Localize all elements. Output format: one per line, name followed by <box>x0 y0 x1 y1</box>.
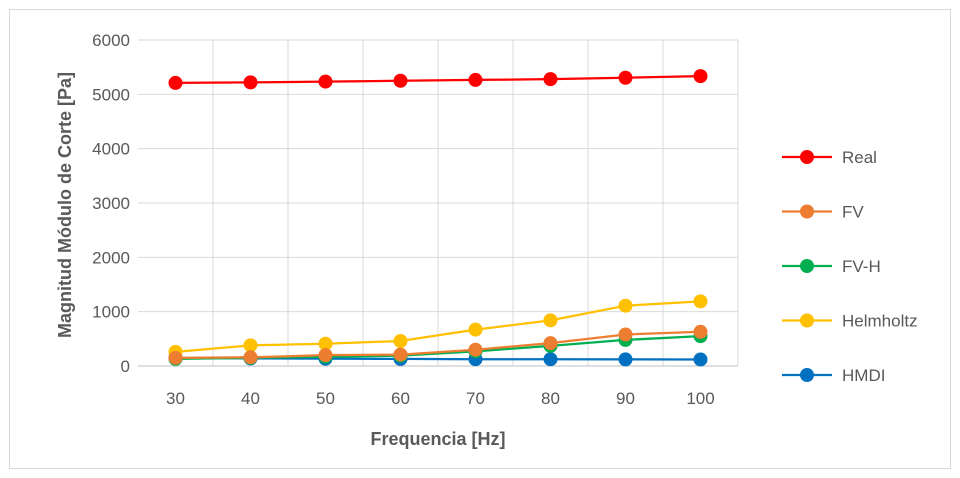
legend-marker <box>800 259 814 273</box>
data-point <box>693 294 708 309</box>
y-tick-label: 5000 <box>92 85 130 104</box>
y-tick-label: 2000 <box>92 248 130 267</box>
x-tick-label: 100 <box>686 389 714 408</box>
data-point <box>543 72 558 87</box>
legend-label: FV-H <box>842 257 881 276</box>
data-point <box>393 347 408 362</box>
y-tick-labels: 0 1000 2000 3000 4000 5000 6000 <box>92 31 130 376</box>
x-tick-label: 50 <box>316 389 335 408</box>
x-tick-label: 30 <box>166 389 185 408</box>
data-point <box>243 350 258 365</box>
data-point <box>318 336 333 351</box>
legend-label: FV <box>842 203 864 222</box>
data-point <box>468 322 483 337</box>
y-axis-title: Magnitud Módulo de Corte [Pa] <box>55 72 75 338</box>
data-point <box>243 338 258 353</box>
data-point <box>618 70 633 85</box>
legend-label: HMDI <box>842 366 885 385</box>
x-tick-label: 40 <box>241 389 260 408</box>
legend-item: Real <box>782 148 877 167</box>
series-layer <box>168 69 708 367</box>
legend-label: Real <box>842 148 877 167</box>
series-line <box>175 300 701 353</box>
data-point <box>168 350 183 365</box>
data-point <box>468 342 483 357</box>
data-point <box>543 313 558 328</box>
data-point <box>318 348 333 363</box>
data-point <box>393 73 408 88</box>
series-line <box>175 75 701 85</box>
series-fv <box>168 324 708 365</box>
x-tick-label: 70 <box>466 389 485 408</box>
legend-item: HMDI <box>782 366 885 385</box>
data-point <box>393 334 408 349</box>
data-point <box>318 74 333 89</box>
y-tick-label: 1000 <box>92 303 130 322</box>
x-axis-title: Frequencia [Hz] <box>370 429 505 449</box>
legend-marker <box>800 204 814 219</box>
legend-label: Helmholtz <box>842 312 918 331</box>
legend-marker <box>800 368 814 382</box>
data-point <box>618 327 633 342</box>
legend-item: Helmholtz <box>782 312 918 331</box>
series-real <box>168 69 708 90</box>
data-point <box>693 352 708 367</box>
y-tick-label: 3000 <box>92 194 130 213</box>
chart-area <box>9 9 951 469</box>
data-point <box>543 336 558 351</box>
data-point <box>618 298 633 313</box>
legend-item: FV-H <box>782 257 881 276</box>
y-tick-label: 6000 <box>92 31 130 50</box>
legend: Real FV FV-H Helmholtz HMDI <box>782 148 918 385</box>
y-tick-label: 4000 <box>92 140 130 159</box>
data-point <box>243 75 258 90</box>
series-helmholtz <box>168 294 708 359</box>
data-point <box>693 324 708 339</box>
x-tick-label: 60 <box>391 389 410 408</box>
x-tick-labels: 30 40 50 60 70 80 90 100 <box>166 389 715 408</box>
data-point <box>168 75 183 90</box>
data-point <box>618 352 633 367</box>
x-tick-label: 80 <box>541 389 560 408</box>
data-point <box>468 72 483 87</box>
x-tick-label: 90 <box>616 389 635 408</box>
data-point <box>693 69 708 84</box>
legend-marker <box>800 313 814 328</box>
gridlines <box>138 39 739 366</box>
legend-marker <box>800 150 814 164</box>
series-line <box>175 330 701 359</box>
legend-item: FV <box>782 203 864 222</box>
y-tick-label: 0 <box>121 357 130 376</box>
data-point <box>543 352 558 367</box>
